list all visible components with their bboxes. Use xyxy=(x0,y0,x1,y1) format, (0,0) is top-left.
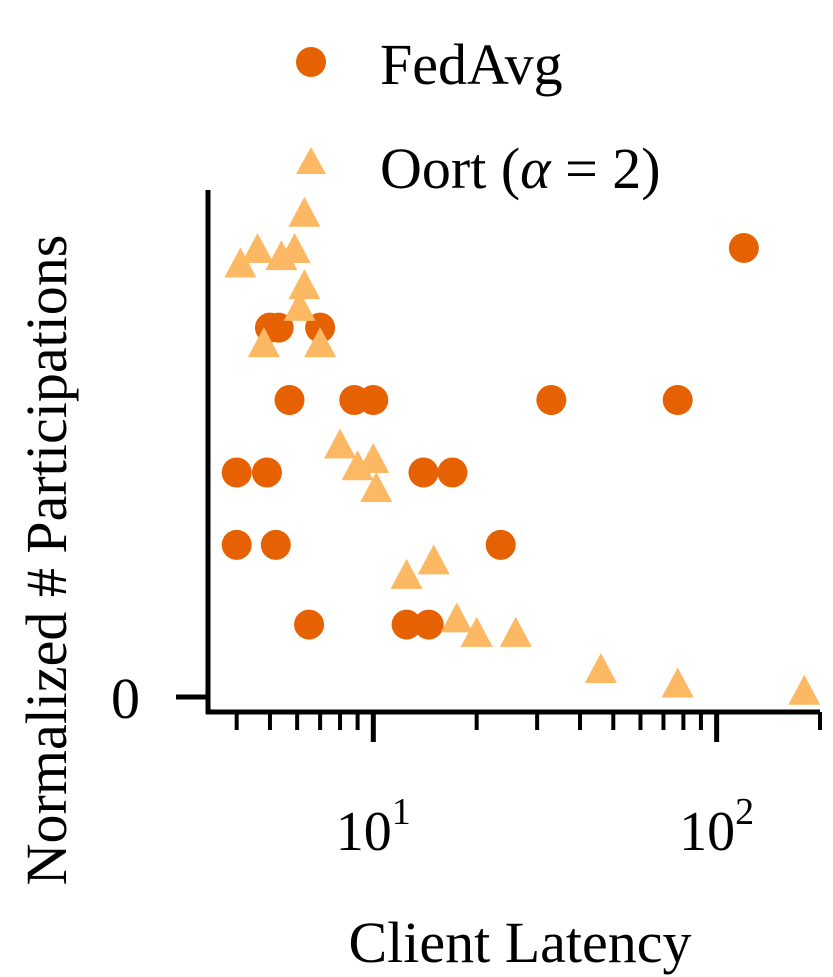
oort-point xyxy=(360,471,393,502)
x-tick-label-exponent: 2 xyxy=(735,791,754,833)
oort-point xyxy=(278,232,311,263)
oort-point xyxy=(224,247,257,278)
legend-marker-fedavg xyxy=(296,47,326,77)
oort-point xyxy=(390,558,423,589)
oort-point xyxy=(288,269,321,300)
oort-point xyxy=(241,232,274,263)
oort-point xyxy=(788,674,821,705)
oort-point xyxy=(460,616,493,647)
oort-point xyxy=(247,327,280,358)
legend-marker-oort xyxy=(296,147,326,174)
y-tick-label: 0 xyxy=(111,666,140,731)
legend-label-oort-alpha: α xyxy=(520,136,552,201)
x-tick-label-exponent: 1 xyxy=(392,791,411,833)
y-axis-label: Normalized # Participations xyxy=(14,235,79,886)
series-oort xyxy=(224,196,821,705)
fedavg-point xyxy=(221,457,252,488)
plot-area xyxy=(221,196,821,705)
legend: FedAvg Oort (α = 2) xyxy=(296,32,661,201)
fedavg-point xyxy=(728,232,759,263)
fedavg-point xyxy=(662,385,693,416)
fedavg-point xyxy=(437,457,468,488)
oort-point xyxy=(661,667,694,698)
oort-point xyxy=(357,442,390,473)
x-tick-label-base: 10 xyxy=(336,801,392,863)
fedavg-point xyxy=(358,385,389,416)
fedavg-point xyxy=(485,529,516,560)
legend-label-fedavg: FedAvg xyxy=(380,32,563,97)
fedavg-point xyxy=(536,385,567,416)
legend-label-oort-suffix: = 2) xyxy=(551,136,661,201)
fedavg-point xyxy=(294,609,325,640)
x-tick-label: 101 xyxy=(336,791,411,863)
oort-point xyxy=(417,544,450,575)
x-axis-ticks: 101 102 xyxy=(234,712,822,863)
fedavg-point xyxy=(251,457,282,488)
oort-point xyxy=(440,602,473,633)
fedavg-point xyxy=(260,529,291,560)
oort-point xyxy=(324,428,357,459)
x-axis-label: Client Latency xyxy=(348,910,691,975)
oort-point xyxy=(288,196,321,227)
x-tick-label: 102 xyxy=(679,791,754,863)
fedavg-point xyxy=(221,529,252,560)
oort-point xyxy=(499,616,532,647)
fedavg-point xyxy=(408,457,439,488)
oort-point xyxy=(304,327,337,358)
x-tick-label-base: 10 xyxy=(679,801,735,863)
fedavg-point xyxy=(391,609,422,640)
legend-label-oort: Oort (α = 2) xyxy=(380,136,661,201)
fedavg-point xyxy=(274,385,305,416)
fedavg-point xyxy=(413,609,444,640)
oort-point xyxy=(584,653,617,684)
oort-point xyxy=(283,290,316,321)
legend-label-oort-prefix: Oort ( xyxy=(380,136,520,201)
y-axis-ticks: 0 xyxy=(111,666,208,731)
